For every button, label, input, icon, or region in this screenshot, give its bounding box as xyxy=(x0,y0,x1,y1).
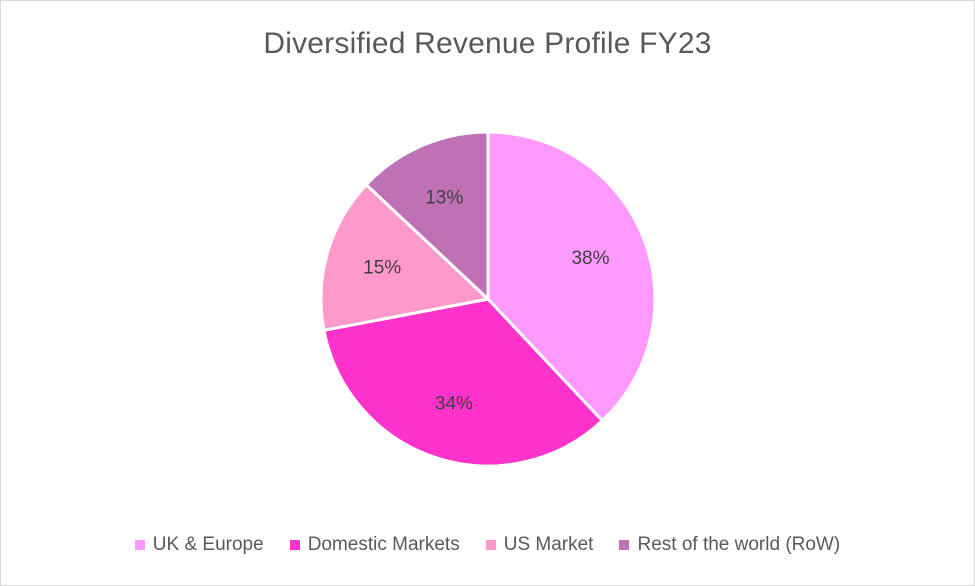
legend-item-0: UK & Europe xyxy=(134,534,264,556)
legend-swatch-0 xyxy=(134,540,145,550)
slice-data-label-1: 34% xyxy=(435,393,473,414)
pie-slice-3 xyxy=(364,130,490,303)
legend-swatch-3 xyxy=(619,540,630,550)
legend-label-0: UK & Europe xyxy=(152,534,264,555)
pie-slice-1 xyxy=(322,297,605,468)
legend-label-1: Domestic Markets xyxy=(307,534,460,555)
chart-title: Diversified Revenue Profile FY23 xyxy=(263,27,712,60)
legend-label-3: Rest of the world (RoW) xyxy=(637,534,841,555)
pie-slice-0 xyxy=(486,130,657,423)
pie-slice-2 xyxy=(319,182,492,333)
slice-data-label-3: 13% xyxy=(425,187,463,208)
legend-swatch-2 xyxy=(485,540,496,550)
legend-item-3: Rest of the world (RoW) xyxy=(619,534,840,556)
legend-label-2: US Market xyxy=(503,534,594,555)
legend-item-2: US Market xyxy=(485,534,594,556)
slice-data-label-0: 38% xyxy=(571,248,609,269)
legend-item-1: Domestic Markets xyxy=(289,534,460,556)
chart-legend: UK & Europe Domestic Markets US Market Rest… xyxy=(1,534,974,556)
slice-data-label-2: 15% xyxy=(363,258,401,279)
legend-swatch-1 xyxy=(289,540,300,550)
